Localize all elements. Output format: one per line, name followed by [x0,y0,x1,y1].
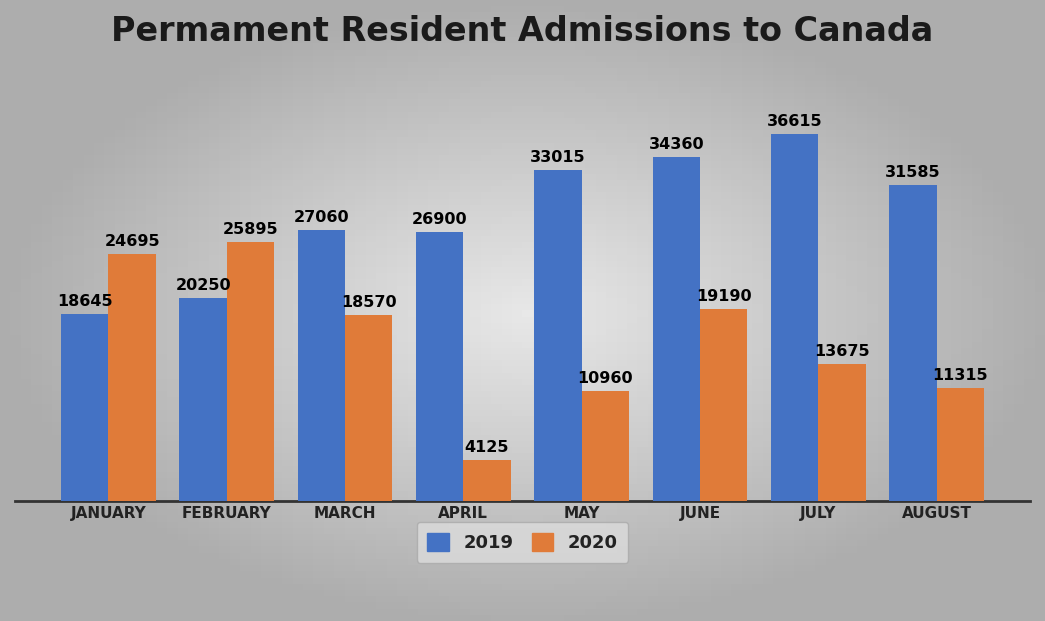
Bar [180,298,227,501]
Text: 4125: 4125 [465,440,509,455]
Text: 34360: 34360 [649,137,704,152]
Bar [109,254,156,501]
Bar [345,315,392,501]
Bar [889,185,936,501]
Bar [582,391,629,501]
Bar [936,388,983,501]
Text: 25895: 25895 [223,222,278,237]
Text: 10960: 10960 [578,371,633,386]
Text: 20250: 20250 [176,278,231,293]
Bar [298,230,345,501]
Text: 26900: 26900 [412,212,467,227]
Text: 31585: 31585 [885,165,940,180]
Text: 19190: 19190 [696,289,751,304]
Bar [700,309,747,501]
Bar [771,134,818,501]
Text: 27060: 27060 [294,210,349,225]
Text: 24695: 24695 [104,234,160,249]
Text: 36615: 36615 [767,114,822,129]
Bar [653,157,700,501]
Bar [534,171,582,501]
Text: 18570: 18570 [341,295,396,310]
Text: 13675: 13675 [814,344,869,359]
Bar [62,314,109,501]
Bar [818,365,865,501]
Legend: 2019, 2020: 2019, 2020 [417,522,628,563]
Text: 33015: 33015 [530,150,586,165]
Bar [463,460,511,501]
Text: 11315: 11315 [932,368,988,383]
Bar [416,232,463,501]
Text: 18645: 18645 [57,294,113,309]
Title: Permament Resident Admissions to Canada: Permament Resident Admissions to Canada [112,15,933,48]
Bar [227,242,274,501]
